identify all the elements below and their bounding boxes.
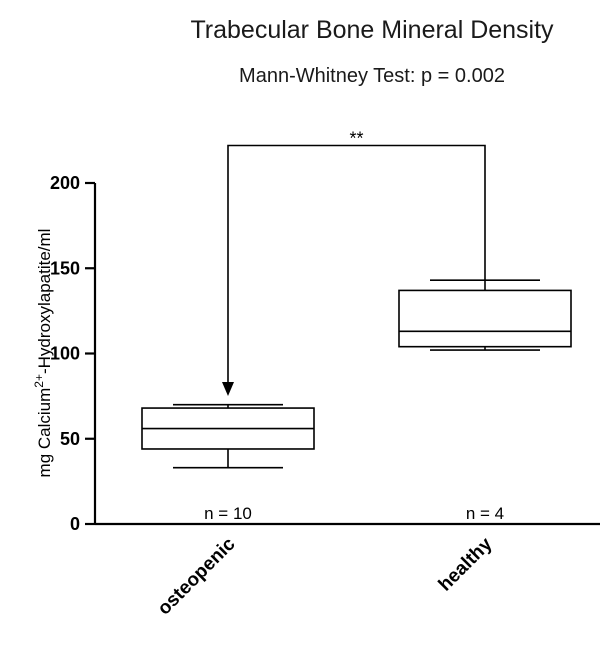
category-label-healthy: healthy <box>435 533 497 595</box>
y-axis-label: mg Calcium2+-Hydroxylapatite/ml <box>32 229 54 478</box>
box-healthy: n = 4 <box>398 279 572 523</box>
y-tick-label: 200 <box>50 173 80 193</box>
category-labels: osteopenic healthy <box>154 533 497 619</box>
n-label: n = 4 <box>466 504 504 523</box>
y-tick-label: 50 <box>60 429 80 449</box>
bracket-arrowhead <box>222 382 234 397</box>
chart-subtitle: Mann-Whitney Test: p = 0.002 <box>239 65 505 87</box>
significance-bracket: ** <box>222 128 486 397</box>
significance-label: ** <box>349 128 363 148</box>
y-axis-label-rest: -Hydroxylapatite/ml <box>35 229 54 375</box>
bracket-line <box>227 144 486 385</box>
chart-title: Trabecular Bone Mineral Density <box>190 16 554 44</box>
y-axis-label-main: mg Calcium <box>35 388 54 478</box>
box-osteopenic: n = 10 <box>141 403 315 523</box>
y-ticks: 0 50 100 150 200 <box>50 173 95 534</box>
boxes: n = 10 n = 4 <box>141 279 572 523</box>
category-label-osteopenic: osteopenic <box>154 533 240 619</box>
n-label: n = 10 <box>204 504 252 523</box>
y-tick-label: 0 <box>70 514 80 534</box>
y-axis-label-superscript: 2+ <box>32 374 46 388</box>
y-tick-label: 150 <box>50 258 80 278</box>
iqr-box <box>398 289 572 348</box>
y-tick-label: 100 <box>50 344 80 364</box>
